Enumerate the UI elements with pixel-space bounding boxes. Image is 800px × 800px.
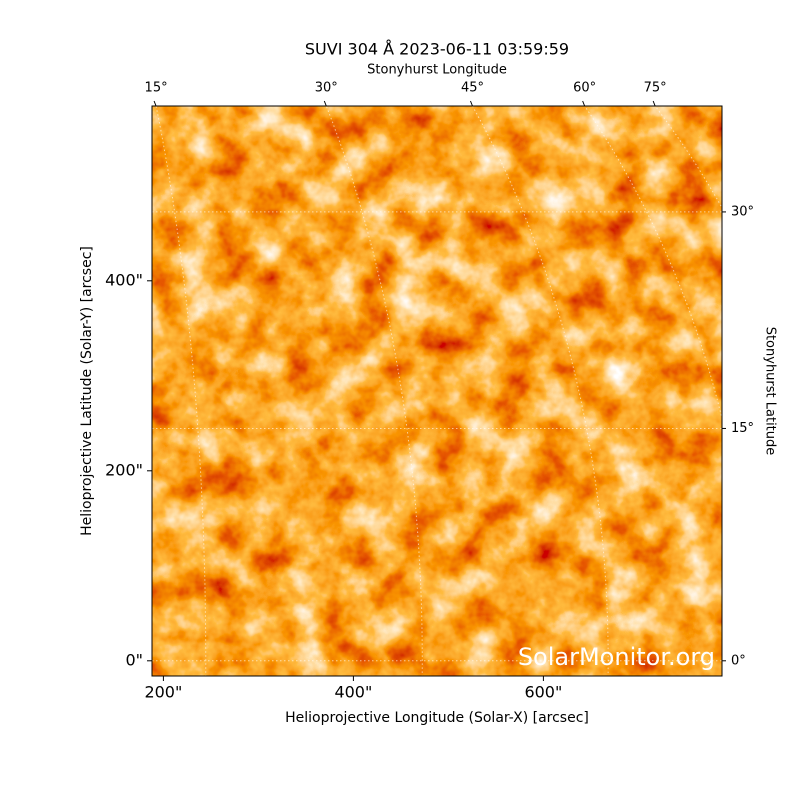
top-axis-label: Stonyhurst Longitude [367,63,507,78]
x-tick-label: 200" [144,683,182,702]
top-tick [153,100,157,107]
top-tick-label: 75° [644,81,667,96]
top-tick [582,100,586,107]
top-tick [652,100,656,107]
y-axis-label: Helioprojective Latitude (Solar-Y) [arcs… [79,246,95,536]
chart-title: SUVI 304 Å 2023-06-11 03:59:59 [305,40,569,59]
y-tick-label: 200" [105,460,143,479]
lon-grid-line [584,106,722,421]
top-tick [323,100,327,107]
right-tick-label: 15° [731,421,754,436]
top-tick-label: 15° [145,81,168,96]
lon-grid-line [155,106,207,676]
plot-frame [151,105,723,677]
x-tick-label: 400" [334,683,372,702]
top-tick-label: 30° [315,81,338,96]
right-tick-label: 30° [731,204,754,219]
top-tick-label: 45° [461,81,484,96]
right-axis-label: Stonyhurst Latitude [763,327,778,456]
watermark: SolarMonitor.org [518,643,715,671]
top-tick-label: 60° [573,81,596,96]
grid-layer [152,106,722,676]
y-tick-label: 400" [105,270,143,289]
x-axis-label: Helioprojective Longitude (Solar-X) [arc… [285,710,589,726]
y-tick-label: 0" [125,650,143,669]
top-tick [470,100,473,107]
x-tick-label: 600" [524,683,562,702]
solar-image-texture [152,106,722,676]
right-tick-label: 0° [731,653,746,668]
